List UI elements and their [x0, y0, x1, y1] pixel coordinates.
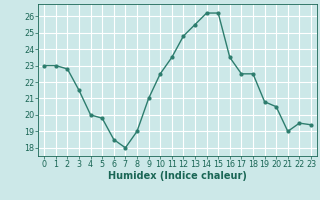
- X-axis label: Humidex (Indice chaleur): Humidex (Indice chaleur): [108, 171, 247, 181]
